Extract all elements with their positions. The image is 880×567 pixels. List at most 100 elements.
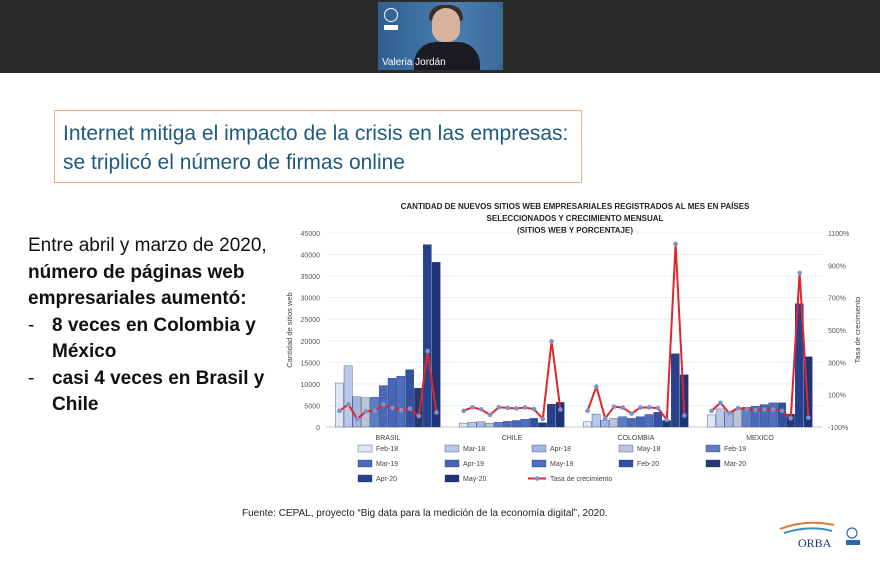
bar-mexico-may-19 [768,402,778,428]
growth-point-brasil-may-20 [434,410,439,415]
bar-chile-may-18 [485,422,494,428]
growth-point-brasil-may-18 [363,409,369,414]
bullet-item: -8 veces en Colombia y México [28,313,278,366]
legend-label: Mar-20 [724,461,746,468]
legend-swatch [444,444,460,453]
growth-point-brasil-mar-20 [416,413,422,419]
bar-mexico-apr-19 [759,404,769,428]
bar-chile-apr-20 [547,403,556,428]
orba-logo: ORBA [779,521,860,550]
participant-body [414,42,480,70]
chart-title-line: SELECCIONADOS Y CRECIMIENTO MENSUAL [487,214,664,223]
growth-point-colombia-may-20 [682,413,687,418]
y-tick-label: 0 [316,425,320,432]
y-tick-label: 5000 [304,403,320,410]
growth-point-brasil-feb-19 [372,408,378,413]
y-tick-label: 35000 [301,274,321,281]
growth-point-chile-apr-20 [549,339,554,344]
growth-point-brasil-feb-18 [337,408,342,414]
legend-swatch [444,459,460,468]
growth-point-brasil-apr-19 [390,405,395,411]
cepal-logo-icon [846,540,860,545]
legend-label: May-18 [637,446,660,453]
y2-tick-label: 500% [828,328,846,335]
legend-label: May-19 [550,461,573,468]
growth-line-colombia [586,243,686,423]
legend-swatch [618,459,634,468]
bar-chile-mar-20 [538,422,547,428]
bar-colombia-mar-18 [591,413,601,428]
y-tick-label: 40000 [301,253,321,260]
growth-point-chile-feb-20 [531,406,537,412]
growth-point-chile-mar-20 [540,416,546,422]
bar-chile-may-19 [520,419,530,428]
bar-mexico-may-20 [803,356,813,428]
legend-label: May-20 [463,476,486,483]
orba-text: ORBA [798,536,832,550]
bar-brasil-may-19 [396,375,406,428]
growth-point-mexico-may-19 [770,407,776,412]
bar-brasil-apr-20 [423,244,432,428]
growth-point-mexico-feb-18 [709,408,714,414]
legend-swatch [531,444,547,453]
growth-point-chile-may-19 [522,405,528,410]
y2-tick-label: 700% [828,296,846,303]
bar-mexico-may-18 [733,408,742,428]
bar-colombia-feb-20 [653,412,662,428]
legend-label: Apr-18 [550,446,571,453]
bar-chile-apr-19 [511,420,521,428]
slide-title: Internet mitiga el impacto de la crisis … [63,122,569,174]
bar-colombia-apr-20 [671,353,680,428]
body-intro: Entre abril y marzo de 2020, [28,235,267,256]
bar-colombia-feb-19 [618,416,627,428]
growth-point-mexico-may-20 [806,415,811,421]
orba-swoosh [779,521,835,530]
source-note: Fuente: CEPAL, proyecto “Big data para l… [242,508,608,519]
bar-mexico-feb-20 [777,402,786,428]
growth-point-colombia-feb-19 [620,405,626,410]
legend-label: Apr-20 [376,476,397,483]
growth-point-chile-apr-19 [514,406,519,411]
bar-chile-feb-20 [529,418,538,428]
y-axis-label: Cantidad de sitios web [285,292,294,367]
un-emblem-icon [384,8,398,22]
bar-brasil-mar-20 [414,388,423,428]
bar-colombia-may-19 [644,414,654,428]
x-category-label: MEXICO [746,435,774,442]
growth-point-brasil-apr-20 [425,348,430,354]
growth-point-chile-may-18 [487,412,493,418]
legend-label: Mar-18 [463,446,485,453]
orba-swoosh [783,527,833,534]
legend-swatch [444,474,460,483]
growth-point-mexico-apr-18 [726,410,732,416]
bar-brasil-feb-20 [405,369,414,428]
bar-mexico-mar-18 [715,408,725,428]
meeting-toolbar: Valeria Jordán [0,0,880,73]
y2-tick-label: 1100% [828,231,849,238]
growth-point-chile-apr-18 [478,407,484,412]
bar-chile-feb-19 [494,422,503,428]
bar-brasil-may-20 [431,262,441,428]
growth-point-mexico-feb-20 [779,408,785,414]
bar-colombia-feb-18 [583,421,592,428]
legend-label: Feb-18 [376,446,398,453]
bullet-item: - casi 4 veces en Brasil y Chile [28,366,278,419]
bar-colombia-mar-19 [627,418,636,428]
legend-swatch [357,444,373,453]
participant-name: Valeria Jordán [382,57,446,68]
growth-line-mexico [710,272,810,421]
legend-label: Mar-19 [376,461,398,468]
growth-point-colombia-apr-18 [602,416,608,421]
growth-point-colombia-mar-18 [594,384,599,389]
y2-tick-label: 300% [828,360,846,367]
growth-point-chile-may-20 [558,407,563,412]
y-tick-label: 30000 [301,296,321,303]
legend-point-swatch [534,476,540,481]
bar-mexico-feb-18 [707,414,716,428]
growth-point-chile-mar-18 [470,404,475,410]
growth-point-brasil-mar-18 [346,402,351,407]
growth-point-brasil-apr-18 [354,416,360,422]
participant-video-tile[interactable]: Valeria Jordán [378,2,503,70]
growth-point-brasil-may-19 [398,407,404,413]
bar-mexico-mar-19 [751,406,760,428]
